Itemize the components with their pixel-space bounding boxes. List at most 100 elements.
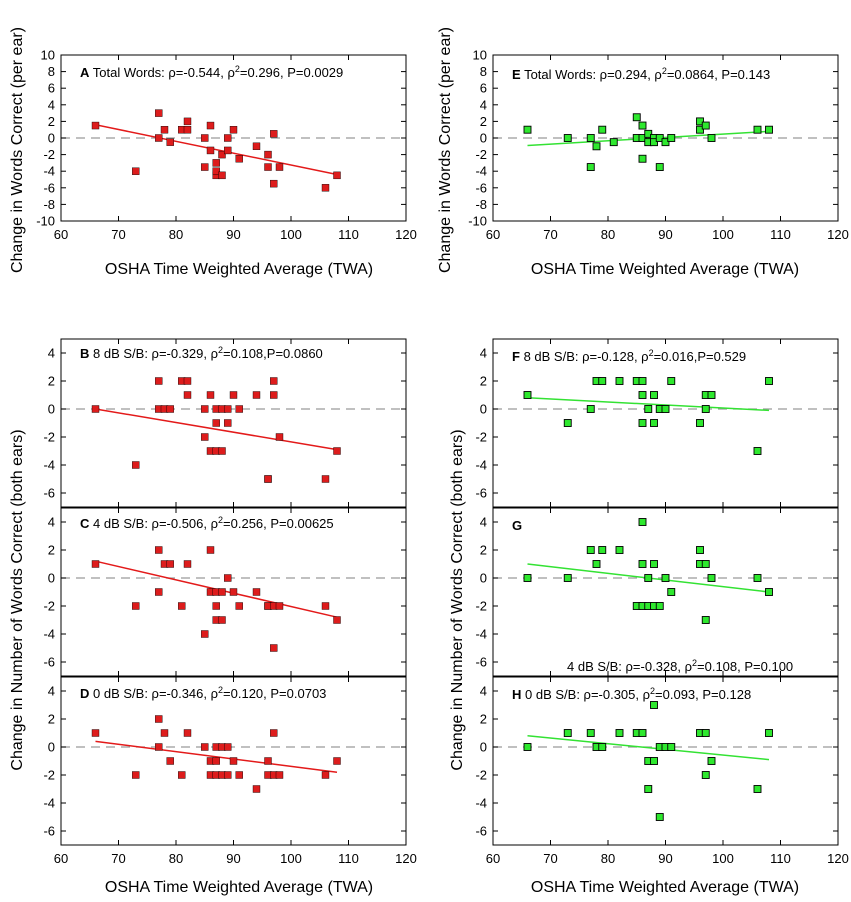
data-point-G: [586, 546, 595, 554]
data-point-D: [166, 757, 174, 765]
panel-E-annotation-label: Total Words: ρ=0.294, ρ: [524, 67, 662, 82]
panel-E-annotation-sup: 2: [662, 66, 667, 76]
y-tick-label-F: 0: [480, 402, 487, 417]
data-point-A: [275, 163, 284, 171]
data-point-F: [765, 377, 773, 385]
y-tick-label-E: 4: [480, 97, 487, 112]
panel-G: -6 -4 -2 0 2 4 G: [475, 507, 839, 677]
data-point-H: [586, 729, 595, 737]
y-tick-label-E: 6: [480, 81, 487, 96]
y-tick-label-D: 4: [48, 684, 55, 699]
data-point-E: [592, 142, 601, 151]
regression-line-A: [95, 123, 338, 176]
panel-E-annotation: E Total Words: ρ=0.294, ρ2=0.0864, P=0.1…: [512, 66, 770, 82]
y-tick-label-A: 8: [48, 64, 55, 79]
y-tick-label-A: -10: [36, 214, 55, 229]
regression-line-B: [95, 408, 338, 451]
y-tick-label-G: -4: [475, 627, 487, 642]
data-point-A: [183, 125, 192, 134]
data-point-C: [155, 588, 163, 596]
data-point-E: [638, 121, 647, 130]
data-point-B: [212, 419, 220, 427]
panel-F-letter: F: [512, 349, 520, 364]
panel-E-letter: E: [512, 67, 521, 82]
data-point-B: [218, 447, 226, 455]
data-point-B: [333, 447, 341, 455]
y-tick-label-B: -2: [43, 430, 55, 445]
y-tick-label-C: 4: [48, 515, 55, 530]
data-point-C: [229, 588, 238, 596]
data-point-A: [252, 142, 261, 151]
data-point-E: [598, 125, 607, 134]
data-point-B: [270, 391, 278, 399]
panel-F-annotation-sup: 2: [649, 348, 654, 358]
data-point-C: [321, 602, 330, 610]
y-tick-label-G: 4: [480, 515, 487, 530]
data-point-C: [235, 602, 243, 610]
y-tick-label-E: -10: [468, 214, 487, 229]
panel-G-letter: G: [512, 518, 522, 533]
y-tick-label-H: -6: [475, 824, 487, 839]
panel-H: -6 -4 -2 0 2 4 60 70 80 90 100 110 120 H 0 dB S/B: ρ=…: [475, 658, 848, 866]
x-tick-label-E: 100: [712, 227, 734, 242]
data-point-F: [753, 447, 762, 455]
data-point-B: [91, 405, 100, 413]
x-axis-title-left: OSHA Time Weighted Average (TWA): [105, 879, 373, 896]
data-point-B: [132, 461, 140, 469]
data-point-F: [696, 419, 704, 427]
data-point-A: [201, 163, 209, 171]
data-point-D: [155, 715, 163, 723]
data-point-A: [166, 138, 174, 146]
data-point-B: [224, 405, 232, 413]
data-point-H: [563, 729, 572, 737]
data-point-E: [753, 125, 762, 134]
data-point-A: [132, 167, 140, 175]
data-point-B: [252, 391, 261, 399]
panel-H-extra-annotation-values: =0.108, P=0.100: [697, 659, 793, 674]
data-point-H: [638, 729, 647, 737]
data-point-F: [707, 391, 716, 399]
panel-H-annotation: H 0 dB S/B: ρ=-0.305, ρ2=0.093, P=0.128: [512, 686, 751, 702]
y-tick-label-G: 2: [480, 543, 487, 558]
y-axis-title-right-bottom: Change in Number of Words Correct (both …: [449, 429, 466, 770]
data-point-H: [615, 729, 624, 737]
y-tick-label-A: -4: [43, 164, 55, 179]
x-tick-label-A: 110: [338, 227, 359, 242]
y-tick-label-H: -2: [475, 768, 487, 783]
data-point-B: [201, 433, 209, 441]
data-point-G: [598, 546, 607, 554]
x-tick-label-A: 120: [395, 227, 417, 242]
panel-D-annotation: D 0 dB S/B: ρ=-0.346, ρ2=0.120, P=0.0703: [80, 685, 326, 701]
data-point-C: [183, 560, 192, 568]
data-point-E: [655, 163, 664, 172]
y-tick-label-C: -2: [43, 599, 55, 614]
x-tick-label-E: 90: [658, 227, 672, 242]
data-point-H: [650, 701, 658, 709]
data-point-E: [638, 134, 647, 142]
y-axis-title-right-top: Change in Words Correct (per ear): [437, 27, 454, 273]
data-point-D: [321, 771, 330, 779]
axes-frame-F: [492, 338, 839, 508]
x-tick-label-A: 80: [169, 227, 183, 242]
data-point-D: [201, 743, 209, 751]
panel-H-annotation-label: 0 dB S/B: ρ=-0.305, ρ: [525, 687, 650, 702]
y-tick-label-A: -2: [43, 147, 55, 162]
x-tick-label-D: 90: [226, 851, 240, 866]
data-point-E: [667, 134, 676, 142]
panel-B-annotation-sup: 2: [218, 345, 223, 355]
panel-A-annotation-values: =0.296, P=0.0029: [240, 65, 343, 80]
data-point-D: [275, 771, 284, 779]
data-point-C: [166, 560, 174, 568]
panel-A-annotation-label: Total Words: ρ=-0.544, ρ: [93, 65, 235, 80]
y-tick-label-C: 0: [48, 571, 55, 586]
data-point-H: [644, 785, 653, 793]
data-point-F: [701, 405, 710, 413]
y-tick-label-C: -6: [43, 655, 55, 670]
panel-D: -6 -4 -2 0 2 4 60 70 80 90 100 110 120 D 0 dB S/B: ρ=…: [43, 676, 417, 866]
y-tick-label-F: 2: [480, 374, 487, 389]
data-point-B: [155, 377, 163, 385]
data-point-H: [655, 813, 664, 821]
x-axis-title-right-top: OSHA Time Weighted Average (TWA): [531, 261, 799, 278]
x-tick-label-E: 110: [770, 227, 791, 242]
